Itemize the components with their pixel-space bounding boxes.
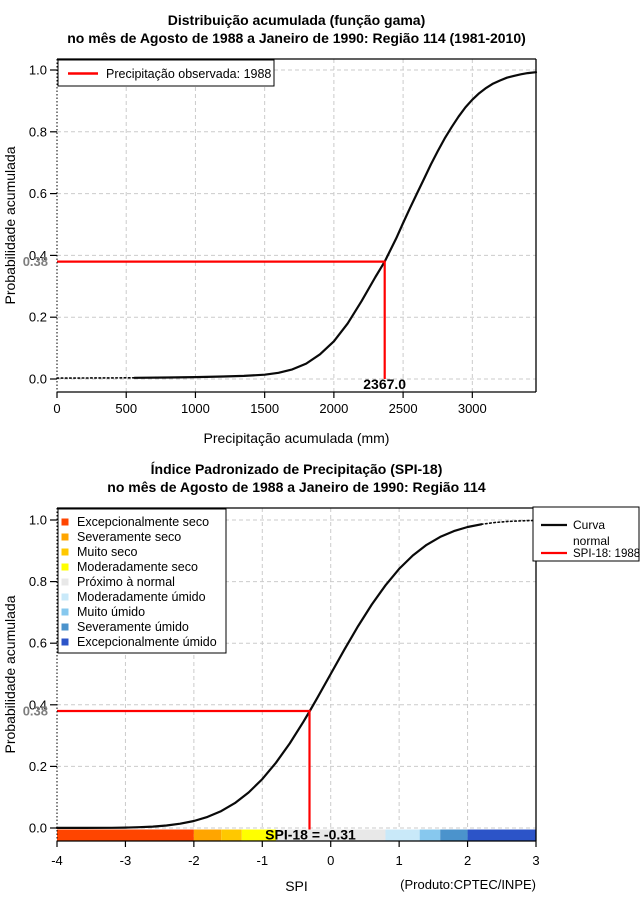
category-label: Severamente seco bbox=[77, 530, 181, 544]
y-tick-label: 0.8 bbox=[29, 124, 47, 139]
legend-label: normal bbox=[573, 534, 610, 548]
spi-color-bar-segment bbox=[467, 829, 536, 841]
category-swatch bbox=[61, 548, 69, 556]
category-label: Moderadamente úmido bbox=[77, 590, 206, 604]
cdf-curve bbox=[480, 519, 537, 526]
cdf-curve bbox=[55, 523, 483, 830]
spi-color-bar-segment bbox=[419, 829, 441, 841]
y-tick-label: 0.4 bbox=[29, 697, 47, 712]
chart-subtitle: no mês de Agosto de 1988 a Janeiro de 19… bbox=[107, 479, 486, 495]
category-label: Próximo à normal bbox=[77, 575, 175, 589]
chart-title: Distribuição acumulada (função gama) bbox=[168, 12, 426, 28]
y-axis-label: Probabilidade acumulada bbox=[2, 595, 18, 753]
y-tick-label: 0.0 bbox=[29, 372, 47, 387]
x-tick-label: 2 bbox=[464, 853, 471, 868]
legend-box bbox=[57, 508, 227, 654]
spi-cdf-chart: -4 -3 -2 -1 0 1 2 3 0.0 0.2 0.4 0.6 0.8 1.0 Índice Pad… bbox=[2, 461, 640, 894]
category-swatch bbox=[61, 533, 69, 541]
category-swatch bbox=[61, 638, 69, 646]
y-axis: 0.0 0.2 0.4 0.6 0.8 1.0 bbox=[29, 513, 57, 836]
x-tick-label: 2500 bbox=[389, 401, 418, 416]
x-tick-label: -4 bbox=[51, 853, 63, 868]
category-label: Severamente úmido bbox=[77, 620, 189, 634]
y-tick-label: 1.0 bbox=[29, 63, 47, 78]
x-axis-label: SPI bbox=[285, 878, 308, 894]
spi-color-bar bbox=[57, 829, 536, 841]
y-tick-label: 0.6 bbox=[29, 636, 47, 651]
x-tick-label: 3 bbox=[532, 853, 539, 868]
y-axis: 0.0 0.2 0.4 0.6 0.8 1.0 bbox=[29, 63, 57, 387]
spi-color-bar-segment bbox=[385, 829, 420, 841]
footnote: (Produto:CPTEC/INPE) bbox=[400, 877, 536, 892]
y-tick-label: 0.2 bbox=[29, 759, 47, 774]
x-tick-label: 3000 bbox=[458, 401, 487, 416]
x-tick-label: 1000 bbox=[181, 401, 210, 416]
x-axis: 0 500 1000 1500 2000 2500 3000 bbox=[53, 392, 487, 416]
category-label: Muito úmido bbox=[77, 605, 145, 619]
x-tick-label: 500 bbox=[115, 401, 137, 416]
spi-color-bar-segment bbox=[241, 829, 276, 841]
spi-color-bar-segment bbox=[275, 829, 386, 841]
observed-marker-line bbox=[57, 260, 386, 379]
gamma-cdf-chart: 0 500 1000 1500 2000 2500 3000 0.0 0.2 0.4 0.6 0.8 1… bbox=[2, 12, 538, 446]
x-tick-label: -1 bbox=[257, 853, 269, 868]
cdf-curve bbox=[133, 71, 538, 379]
x-axis: -4 -3 -2 -1 0 1 2 3 bbox=[51, 841, 540, 868]
category-label: Excepcionalmente úmido bbox=[77, 635, 217, 649]
y-tick-label: 0.6 bbox=[29, 186, 47, 201]
legend-label: Precipitação observada: 1988 bbox=[106, 67, 271, 81]
category-swatch bbox=[61, 623, 69, 631]
y-tick-label: 0.4 bbox=[29, 248, 47, 263]
x-tick-label: -3 bbox=[120, 853, 132, 868]
category-swatch bbox=[61, 578, 69, 586]
legend-label: SPI-18: 1988 bbox=[573, 548, 640, 560]
spi-color-bar-segment bbox=[193, 829, 222, 841]
y-axis-label: Probabilidade acumulada bbox=[2, 146, 18, 304]
y-tick-label: 0.2 bbox=[29, 310, 47, 325]
category-swatch bbox=[61, 608, 69, 616]
plot-border bbox=[56, 507, 537, 842]
chart-title: Índice Padronizado de Precipitação (SPI-… bbox=[151, 461, 443, 477]
y-tick-label: 1.0 bbox=[29, 513, 47, 528]
category-swatch bbox=[61, 518, 69, 526]
marker-prob-label: 0.38 bbox=[23, 703, 48, 718]
legend: Precipitação observada: 1988 bbox=[57, 59, 275, 87]
y-tick-label: 0.0 bbox=[29, 821, 47, 836]
marker-x-label: 2367.0 bbox=[363, 376, 406, 392]
x-tick-label: 1 bbox=[396, 853, 403, 868]
x-tick-label: -2 bbox=[188, 853, 200, 868]
legend-label: Curva bbox=[573, 518, 605, 532]
x-tick-label: 0 bbox=[327, 853, 334, 868]
x-axis-label: Precipitação acumulada (mm) bbox=[204, 430, 390, 446]
y-tick-label: 0.8 bbox=[29, 574, 47, 589]
category-label: Moderadamente seco bbox=[77, 560, 198, 574]
spi-color-bar-segment bbox=[440, 829, 468, 841]
chart-subtitle: no mês de Agosto de 1988 a Janeiro de 19… bbox=[67, 30, 526, 46]
x-tick-label: 1500 bbox=[250, 401, 279, 416]
spi-color-bar-segment bbox=[57, 829, 194, 841]
spi-color-bar-segment bbox=[221, 829, 242, 841]
category-label: Muito seco bbox=[77, 545, 137, 559]
plot-border bbox=[56, 58, 537, 393]
x-tick-label: 0 bbox=[53, 401, 60, 416]
spi-annotation: SPI-18 = -0.31 bbox=[265, 827, 356, 843]
marker-prob-label: 0.38 bbox=[23, 254, 48, 269]
x-tick-label: 2000 bbox=[319, 401, 348, 416]
observed-marker-line bbox=[57, 709, 311, 830]
category-swatch bbox=[61, 593, 69, 601]
category-label: Excepcionalmente seco bbox=[77, 515, 209, 529]
category-swatch bbox=[61, 563, 69, 571]
